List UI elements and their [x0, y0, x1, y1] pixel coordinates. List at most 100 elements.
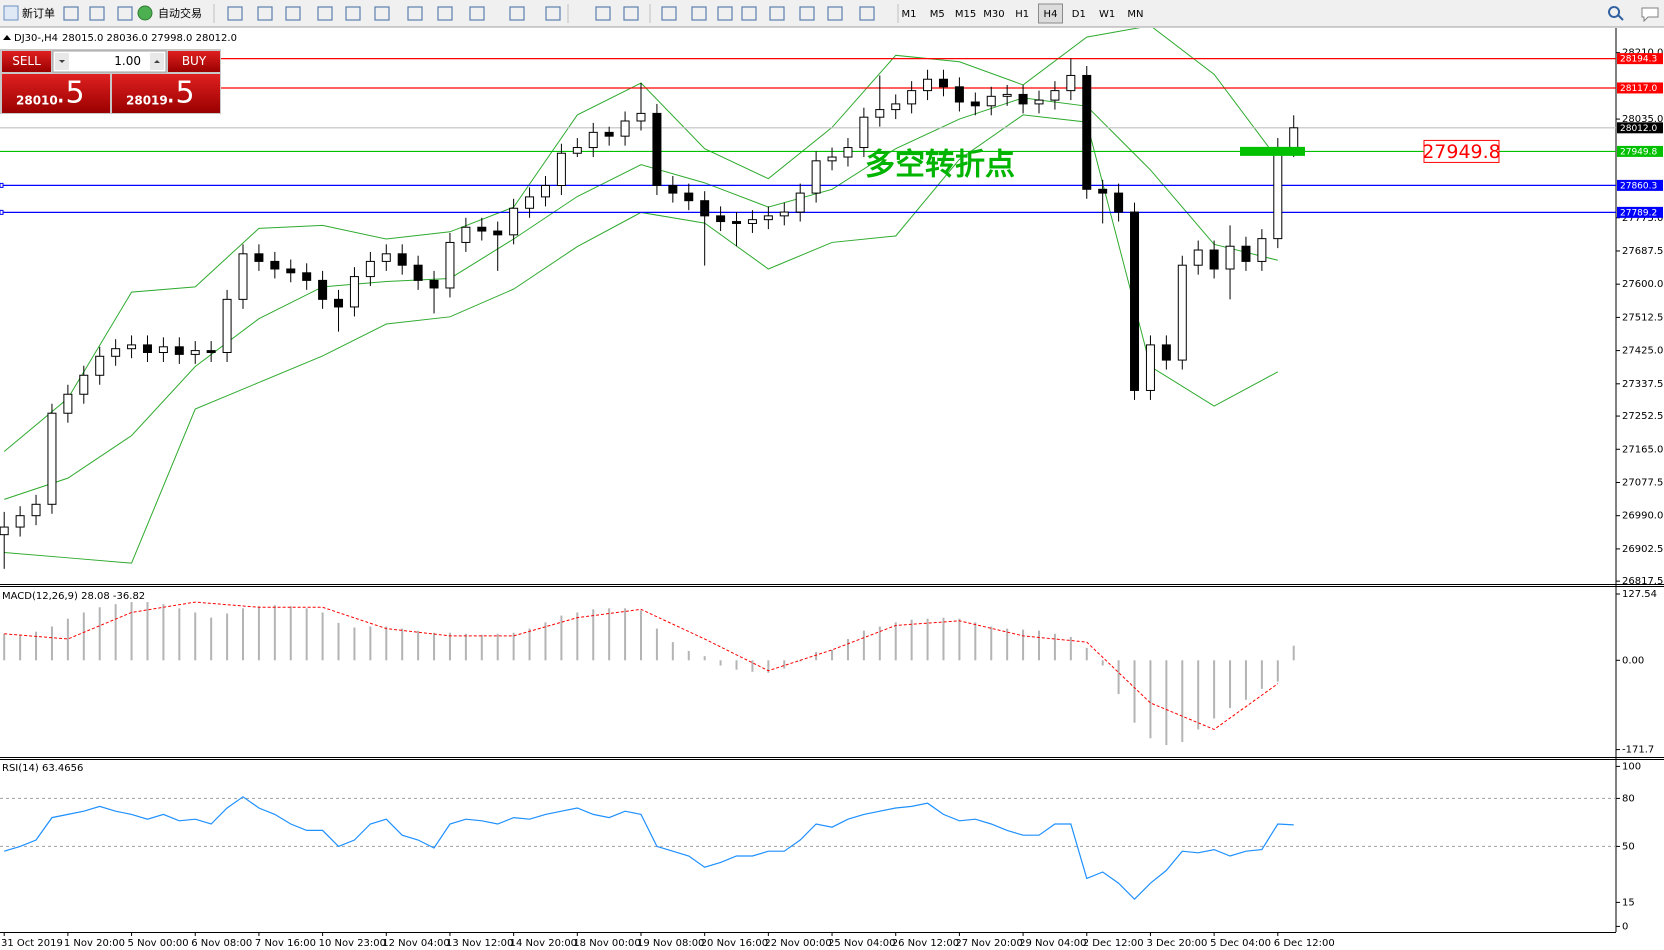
- bid-box[interactable]: [2, 74, 110, 113]
- macd-bar: [783, 660, 786, 669]
- candle-body: [1145, 344, 1155, 391]
- toolbar-icon[interactable]: [691, 6, 707, 21]
- toolbar-icon[interactable]: [661, 6, 677, 21]
- period-button[interactable]: D1: [1072, 9, 1086, 20]
- price-label-bg: [1617, 82, 1663, 94]
- candle-body: [620, 120, 630, 137]
- toolbar-icon[interactable]: [437, 6, 453, 21]
- buy-button[interactable]: [168, 51, 220, 72]
- candle-body: [461, 226, 471, 243]
- period-button[interactable]: MN: [1127, 9, 1143, 20]
- period-button[interactable]: W1: [1099, 9, 1115, 20]
- period-button[interactable]: H1: [1015, 9, 1029, 20]
- toolbar-icon[interactable]: [117, 6, 133, 21]
- y-tick-label: 28035.0: [1622, 114, 1663, 125]
- period-button-active[interactable]: [1038, 3, 1063, 24]
- period-button[interactable]: M15: [955, 9, 976, 20]
- macd-bar: [719, 660, 722, 666]
- lot-value[interactable]: 1.00: [114, 54, 141, 68]
- candle-body: [716, 215, 726, 223]
- macd-bar: [496, 633, 499, 661]
- axes: 26817.5 26902.5 26990.0 27077.5 27165.0 27252…: [0, 48, 1663, 949]
- price-label: 28117.0: [1620, 84, 1657, 94]
- period-button[interactable]: M1: [902, 9, 917, 20]
- macd-bar: [767, 660, 770, 673]
- toolbar-icon[interactable]: [799, 6, 815, 21]
- macd-bar: [1101, 660, 1104, 666]
- toolbar-icon[interactable]: [769, 6, 785, 21]
- toolbar-icon[interactable]: [89, 6, 105, 21]
- period-button[interactable]: M30: [983, 9, 1004, 20]
- toolbar-icon[interactable]: [407, 6, 423, 21]
- y-tick-label: 26990.0: [1622, 511, 1663, 522]
- macd-bar: [433, 632, 436, 661]
- sell-label[interactable]: SELL: [12, 54, 41, 68]
- sell-button[interactable]: [2, 51, 51, 72]
- macd-bar: [82, 612, 85, 661]
- macd-bar: [544, 622, 547, 661]
- rsi-plot: [0, 796, 1616, 901]
- macd-signal: [4, 601, 1279, 731]
- toolbar-icon[interactable]: [469, 6, 485, 21]
- candle-body: [604, 131, 614, 137]
- toolbar-icon[interactable]: [595, 6, 611, 21]
- macd-bar: [990, 626, 993, 661]
- chat-icon[interactable]: [1641, 7, 1659, 23]
- toolbar-icon[interactable]: [717, 6, 733, 21]
- macd-bar: [958, 618, 961, 661]
- toolbar-icon[interactable]: [827, 6, 843, 21]
- macd-bar: [289, 606, 292, 661]
- auto-trading-icon[interactable]: [137, 5, 153, 21]
- x-tick-label: 31 Oct 2019: [1, 938, 63, 949]
- toolbar-icon[interactable]: [741, 6, 757, 21]
- macd-title: MACD(12,26,9) 28.08 -36.82: [2, 591, 145, 602]
- toolbar-icon[interactable]: [63, 6, 79, 21]
- macd-bar: [35, 631, 38, 661]
- toolbar-icon[interactable]: [623, 6, 639, 21]
- period-button[interactable]: H4: [1044, 9, 1058, 20]
- x-tick-label: 12 Nov 04:00: [382, 938, 449, 949]
- candle-body: [1082, 74, 1092, 190]
- candle-body: [111, 348, 121, 357]
- x-tick-label: 7 Nov 16:00: [255, 938, 316, 949]
- lot-field[interactable]: [52, 50, 167, 73]
- toolbar-icon[interactable]: [317, 6, 333, 21]
- candle-body: [174, 346, 184, 355]
- toolbar-icon[interactable]: [285, 6, 301, 21]
- buy-label[interactable]: BUY: [182, 54, 207, 68]
- macd-bar: [592, 609, 595, 661]
- macd-bar: [114, 604, 117, 661]
- toolbar-icon[interactable]: [859, 6, 875, 21]
- macd-bar: [576, 612, 579, 661]
- candle-body: [1209, 249, 1219, 270]
- macd-bar: [226, 613, 229, 661]
- candle-body: [1257, 238, 1267, 262]
- period-button[interactable]: M5: [930, 9, 945, 20]
- auto-trading-button[interactable]: 自动交易: [158, 6, 202, 20]
- toolbar-icon[interactable]: [227, 6, 243, 21]
- macd-bar: [1053, 633, 1056, 661]
- toolbar-icon[interactable]: [257, 6, 273, 21]
- ask-price: 28019: [126, 94, 168, 108]
- ask-box[interactable]: [112, 74, 220, 113]
- macd-bar: [98, 607, 101, 661]
- bid-pips: .5: [56, 76, 85, 111]
- macd-bar: [321, 612, 324, 661]
- toolbar-icon[interactable]: [345, 6, 361, 21]
- macd-bar: [130, 602, 133, 661]
- toolbar-icon[interactable]: [509, 6, 525, 21]
- x-tick-label: 27 Nov 20:00: [955, 938, 1022, 949]
- rsi-line: [4, 796, 1294, 901]
- macd-bar: [1022, 629, 1025, 661]
- candle-body: [95, 355, 105, 376]
- symbol-title: DJ30-,H4: [14, 33, 58, 44]
- new-order-button[interactable]: 新订单: [22, 6, 55, 20]
- x-tick-label: 13 Nov 12:00: [446, 938, 513, 949]
- toolbar-icon[interactable]: [545, 6, 561, 21]
- macd-bar: [703, 656, 706, 661]
- toolbar-icon[interactable]: [374, 6, 390, 21]
- collapse-icon[interactable]: [3, 35, 11, 40]
- new-order-icon[interactable]: [3, 5, 19, 21]
- search-icon[interactable]: [1608, 6, 1624, 21]
- candle-body: [1177, 264, 1187, 361]
